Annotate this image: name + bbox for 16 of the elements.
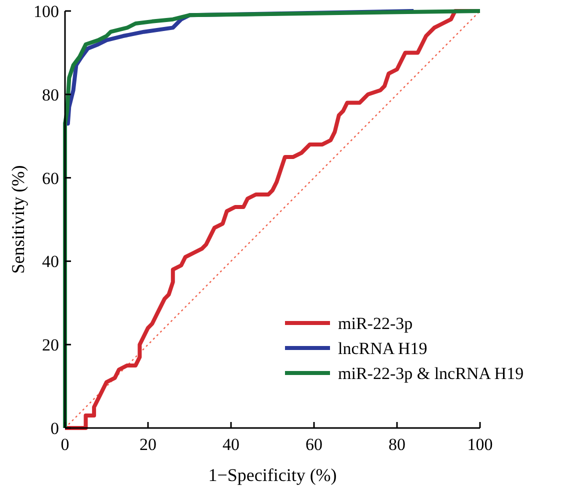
x-tick-label: 100 <box>467 435 493 454</box>
x-tick-label: 20 <box>140 435 156 454</box>
y-tick-label: 40 <box>42 252 59 272</box>
x-tick-label: 80 <box>388 435 406 454</box>
y-tick-label: 60 <box>42 168 59 188</box>
y-tick-label: 80 <box>42 85 59 104</box>
legend-label: miR-22-3p & lncRNA H19 <box>338 364 524 383</box>
y-tick-label: 20 <box>42 336 59 355</box>
x-axis-title: 1−Specificity (%) <box>208 465 337 485</box>
y-tick-label: 0 <box>50 419 59 438</box>
legend-label: lncRNA H19 <box>338 339 428 358</box>
y-axis-title: Sensitivity (%) <box>8 165 28 274</box>
x-tick-label: 60 <box>306 435 322 454</box>
legend-label: miR-22-3p <box>338 314 413 333</box>
x-tick-label: 40 <box>222 435 240 454</box>
y-tick-label: 100 <box>34 2 59 21</box>
